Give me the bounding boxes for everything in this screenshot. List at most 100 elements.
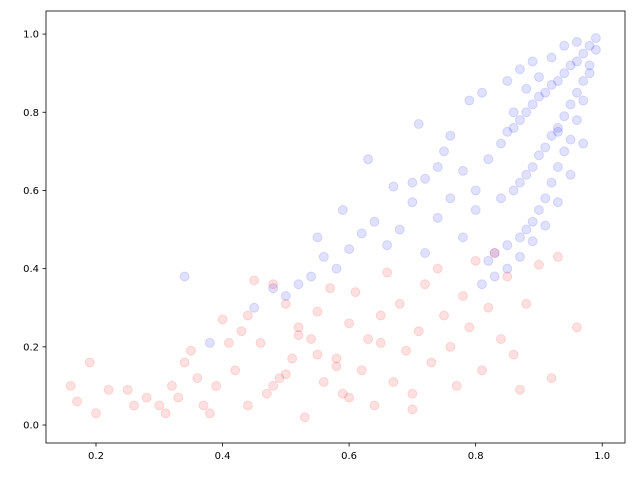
scatter-point xyxy=(527,99,538,110)
scatter-point xyxy=(230,365,241,376)
scatter-point xyxy=(331,263,342,274)
scatter-point xyxy=(280,369,291,380)
scatter-point xyxy=(179,357,190,368)
scatter-point xyxy=(458,232,469,243)
scatter-point xyxy=(533,72,544,83)
scatter-point xyxy=(413,326,424,337)
scatter-point xyxy=(242,310,253,321)
scatter-point xyxy=(337,204,348,215)
scatter-point xyxy=(280,291,291,302)
scatter-point xyxy=(306,271,317,282)
scatter-point xyxy=(280,298,291,309)
scatter-point xyxy=(521,83,532,94)
scatter-point xyxy=(546,79,557,90)
scatter-point xyxy=(407,177,418,188)
scatter-point xyxy=(571,322,582,333)
scatter-point xyxy=(268,380,279,391)
scatter-point xyxy=(571,87,582,98)
scatter-point xyxy=(502,271,513,282)
scatter-point xyxy=(356,365,367,376)
scatter-point xyxy=(565,60,576,71)
scatter-point xyxy=(495,138,506,149)
scatter-point xyxy=(565,99,576,110)
scatter-point xyxy=(495,193,506,204)
scatter-point xyxy=(407,388,418,399)
scatter-point xyxy=(527,216,538,227)
scatter-point xyxy=(331,361,342,372)
scatter-point xyxy=(514,115,525,126)
scatter-point xyxy=(312,349,323,360)
scatter-point xyxy=(489,247,500,258)
scatter-point xyxy=(198,400,209,411)
scatter-point xyxy=(483,154,494,165)
y-tick-label: 1.0 xyxy=(23,30,39,41)
scatter-point xyxy=(331,353,342,364)
scatter-point xyxy=(401,345,412,356)
scatter-point xyxy=(274,373,285,384)
y-tick-label: 0.2 xyxy=(23,342,39,353)
scatter-point xyxy=(533,91,544,102)
scatter-point xyxy=(369,400,380,411)
x-tick-label: 0.8 xyxy=(468,451,484,462)
scatter-point xyxy=(223,337,234,348)
scatter-point xyxy=(306,334,317,345)
scatter-point xyxy=(470,255,481,266)
scatter-point xyxy=(514,177,525,188)
scatter-point xyxy=(508,107,519,118)
scatter-point xyxy=(552,126,563,137)
scatter-point xyxy=(514,384,525,395)
scatter-point xyxy=(590,32,601,43)
scatter-point xyxy=(458,291,469,302)
scatter-point xyxy=(502,263,513,274)
scatter-point xyxy=(173,392,184,403)
scatter-point xyxy=(552,197,563,208)
scatter-point xyxy=(527,56,538,67)
scatter-point xyxy=(318,377,329,388)
scatter-point xyxy=(268,283,279,294)
scatter-point xyxy=(476,279,487,290)
scatter-point xyxy=(552,251,563,262)
scatter-point xyxy=(287,353,298,364)
y-tick-label: 0.8 xyxy=(23,108,39,119)
scatter-point xyxy=(261,388,272,399)
scatter-point xyxy=(375,337,386,348)
scatter-point xyxy=(236,326,247,337)
scatter-point xyxy=(413,118,424,129)
scatter-point xyxy=(540,142,551,153)
scatter-point xyxy=(546,373,557,384)
scatter-point xyxy=(483,302,494,313)
scatter-point xyxy=(325,283,336,294)
scatter-point xyxy=(508,185,519,196)
axes-frame xyxy=(45,10,626,444)
scatter-point xyxy=(571,36,582,47)
scatter-point xyxy=(375,310,386,321)
scatter-point xyxy=(382,240,393,251)
scatter-point xyxy=(160,408,171,419)
scatter-point xyxy=(590,44,601,55)
scatter-point xyxy=(84,357,95,368)
scatter-point xyxy=(546,177,557,188)
scatter-point xyxy=(559,111,570,122)
scatter-point xyxy=(249,275,260,286)
scatter-point xyxy=(527,161,538,172)
scatter-point xyxy=(293,279,304,290)
scatter-point xyxy=(470,204,481,215)
scatter-point xyxy=(382,267,393,278)
y-tick-label: 0.4 xyxy=(23,264,39,275)
scatter-point xyxy=(432,161,443,172)
scatter-point xyxy=(527,236,538,247)
scatter-point xyxy=(350,287,361,298)
scatter-point xyxy=(578,95,589,106)
scatter-point xyxy=(540,220,551,231)
scatter-point xyxy=(533,150,544,161)
scatter-point xyxy=(514,251,525,262)
scatter-point xyxy=(363,334,374,345)
scatter-point xyxy=(185,345,196,356)
scatter-point xyxy=(318,251,329,262)
scatter-point xyxy=(533,204,544,215)
scatter-point xyxy=(217,314,228,325)
x-tick-label: 0.4 xyxy=(215,451,231,462)
scatter-point xyxy=(154,400,165,411)
scatter-point xyxy=(571,56,582,67)
